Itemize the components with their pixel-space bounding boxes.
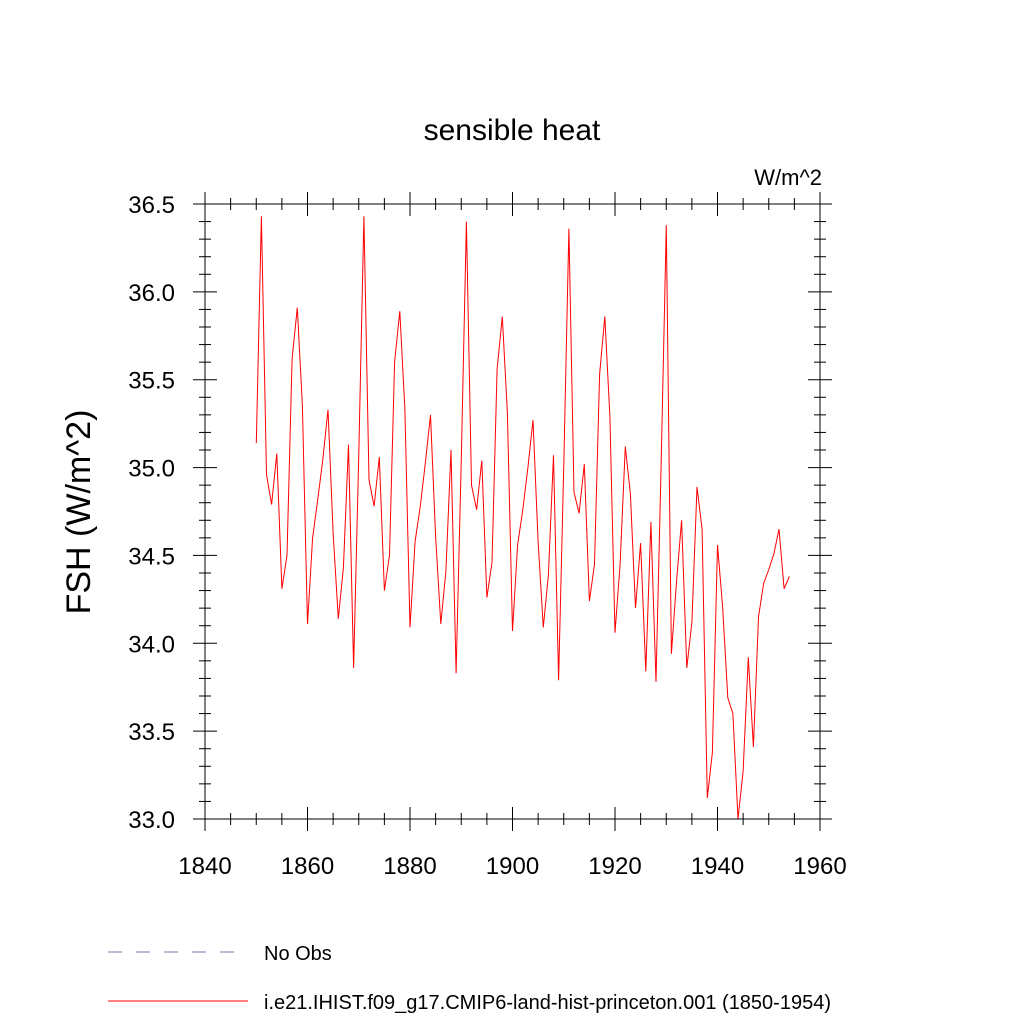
x-tick-label: 1960 [793, 853, 846, 880]
y-tick-label: 34.0 [128, 631, 175, 658]
x-tick-label: 1920 [588, 853, 641, 880]
y-axis-label: FSH (W/m^2) [60, 410, 98, 615]
x-tick-label: 1840 [178, 853, 231, 880]
legend-label-model: i.e21.IHIST.f09_g17.CMIP6-land-hist-prin… [264, 992, 831, 1014]
y-tick-label: 36.0 [128, 280, 175, 307]
x-tick-label: 1880 [383, 853, 436, 880]
axis-ticks [193, 192, 832, 831]
plot-frame [204, 203, 821, 820]
x-tick-label: 1940 [691, 853, 744, 880]
y-tick-label: 35.5 [128, 368, 175, 395]
y-tick-label: 36.5 [128, 192, 175, 219]
y-tick-label: 34.5 [128, 543, 175, 570]
chart-title: sensible heat [424, 114, 601, 147]
series-line-0 [255, 216, 790, 820]
y-tick-label: 33.5 [128, 719, 175, 746]
series-layer [255, 216, 790, 820]
legend-label-no-obs: No Obs [264, 943, 332, 965]
y-tick-labels: 33.0 33.5 34.0 34.5 35.0 35.5 36.0 36.5 [128, 192, 175, 834]
legend: No Obs i.e21.IHIST.f09_g17.CMIP6-land-hi… [108, 943, 831, 1014]
x-tick-label: 1900 [486, 853, 539, 880]
x-tick-labels: 1840 1860 1880 1900 1920 1940 1960 [178, 853, 846, 880]
units-label: W/m^2 [754, 165, 822, 190]
y-tick-label: 35.0 [128, 456, 175, 483]
y-tick-label: 33.0 [128, 807, 175, 834]
x-tick-label: 1860 [281, 853, 334, 880]
